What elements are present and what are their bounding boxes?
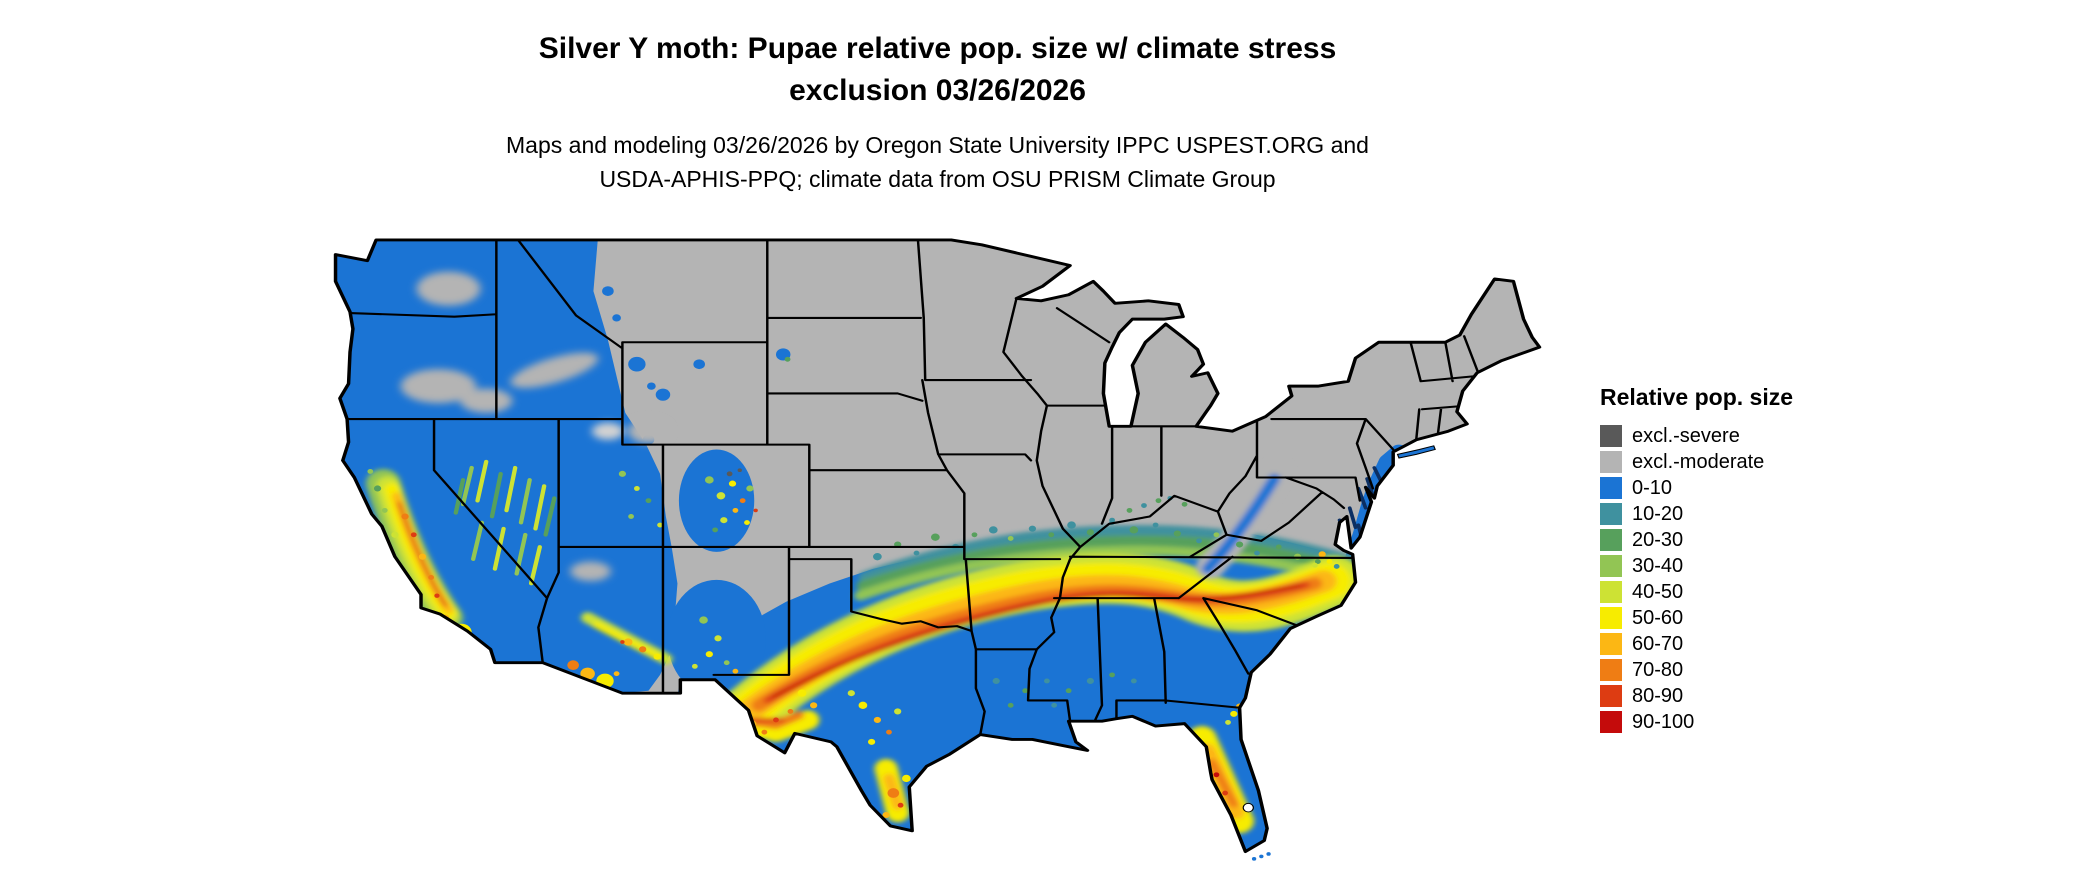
warm-band — [704, 552, 1363, 750]
legend-item: 20-30 — [1600, 527, 1880, 553]
legend-item: 0-10 — [1600, 475, 1880, 501]
legend-item: 80-90 — [1600, 683, 1880, 709]
legend-item-label: excl.-moderate — [1632, 450, 1765, 473]
legend-item: 40-50 — [1600, 579, 1880, 605]
legend-swatch — [1600, 581, 1622, 603]
figure-subtitle: Maps and modeling 03/26/2026 by Oregon S… — [0, 128, 1875, 196]
legend-item-label: 0-10 — [1632, 476, 1673, 499]
legend-swatch — [1600, 633, 1622, 655]
legend-item-label: 40-50 — [1632, 580, 1684, 603]
figure-subtitle-line1: Maps and modeling 03/26/2026 by Oregon S… — [506, 132, 1369, 158]
us-map-svg — [333, 238, 1542, 861]
legend-title: Relative pop. size — [1600, 384, 1794, 410]
legend-item-label: 60-70 — [1632, 632, 1684, 655]
legend-swatch — [1600, 503, 1622, 525]
legend-swatch — [1600, 425, 1622, 447]
legend-item-label: 90-100 — [1632, 710, 1695, 733]
legend-item: 70-80 — [1600, 657, 1880, 683]
legend-swatch — [1600, 711, 1622, 733]
legend-item-label: 80-90 — [1632, 684, 1684, 707]
legend-item: 10-20 — [1600, 501, 1880, 527]
legend-item-label: 70-80 — [1632, 658, 1684, 681]
legend-item-label: 50-60 — [1632, 606, 1684, 629]
map-legend: Relative pop. size excl.-severe excl.-mod… — [1600, 384, 1880, 735]
legend-swatch — [1600, 555, 1622, 577]
legend-swatch — [1600, 529, 1622, 551]
state-borders — [345, 239, 1480, 736]
figure-title-line2: exclusion 03/26/2026 — [789, 74, 1086, 107]
legend-item-label: excl.-severe — [1632, 424, 1740, 447]
speckle-texture — [367, 356, 1340, 835]
legend-item-label: 10-20 — [1632, 502, 1684, 525]
figure-header: Silver Y moth: Pupae relative pop. size … — [0, 28, 1875, 196]
legend-item: excl.-moderate — [1600, 449, 1880, 475]
legend-item: 50-60 — [1600, 605, 1880, 631]
raster-layers — [335, 239, 1540, 852]
legend-swatch — [1600, 685, 1622, 707]
figure-title-line1: Silver Y moth: Pupae relative pop. size … — [538, 32, 1337, 65]
legend-swatch — [1600, 607, 1622, 629]
legend-items: excl.-severe excl.-moderate 0-10 10-20 20-30… — [1600, 423, 1880, 735]
us-choropleth-map — [308, 218, 1554, 882]
legend-swatch — [1600, 659, 1622, 681]
legend-item: excl.-severe — [1600, 423, 1880, 449]
transition-bands — [854, 525, 1359, 601]
lake-okeechobee — [1242, 802, 1254, 813]
legend-swatch — [1600, 477, 1622, 499]
long-island — [1396, 445, 1436, 459]
excluded-west-patches — [400, 271, 669, 582]
florida-keys — [1251, 852, 1271, 861]
legend-item: 60-70 — [1600, 631, 1880, 657]
legend-item: 90-100 — [1600, 709, 1880, 735]
legend-swatch — [1600, 451, 1622, 473]
legend-item: 30-40 — [1600, 553, 1880, 579]
legend-item-label: 30-40 — [1632, 554, 1684, 577]
figure-subtitle-line2: USDA-APHIS-PPQ; climate data from OSU PR… — [599, 166, 1276, 192]
legend-item-label: 20-30 — [1632, 528, 1684, 551]
